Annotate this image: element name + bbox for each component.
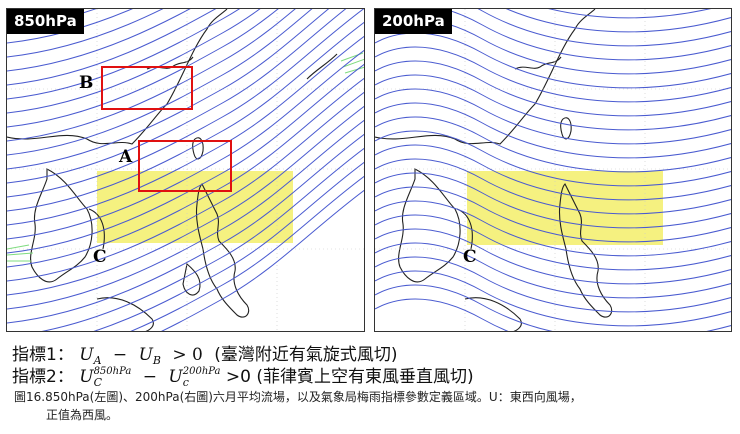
streamline: [375, 116, 731, 173]
streamline: [7, 49, 364, 240]
streamline: [7, 133, 364, 324]
region-c-shading: [97, 171, 293, 243]
supsub-200: 200hPa c: [182, 365, 221, 389]
streamline: [7, 9, 261, 114]
coastline: [7, 9, 338, 331]
grid: [375, 9, 731, 331]
panel-title-200: 200hPa: [375, 9, 452, 34]
sub-a: A: [93, 354, 102, 367]
streamline: [7, 9, 164, 58]
streamlines: [7, 9, 364, 331]
sub-c-850: C: [93, 375, 102, 389]
streamline: [375, 298, 509, 331]
label-box-a: A: [119, 147, 133, 167]
streamline: [7, 9, 347, 184]
sub-b: B: [152, 354, 161, 367]
index-2-prefix: 指標2：: [12, 367, 74, 387]
streamline: [130, 175, 364, 331]
u-a: U: [79, 345, 94, 365]
index-2-formula: 指標2： U 850hPa C − U 200hPa c >0 (菲律賓上空有東風垂直風…: [12, 362, 474, 388]
streamline: [375, 228, 731, 285]
streamline: [7, 105, 364, 296]
sup-850: 850hPa: [93, 365, 132, 377]
label-box-b: B: [79, 73, 94, 93]
streamline: [7, 91, 364, 282]
supsub-850: 850hPa C: [93, 365, 132, 389]
streamline: [7, 9, 330, 170]
streamline: [375, 9, 731, 61]
coastline: [375, 9, 613, 331]
sub-c-200: c: [182, 375, 189, 389]
streamline: [7, 9, 313, 156]
streamline: [375, 102, 731, 159]
figure-caption-line-1: 圖16.850hPa(左圖)、200hPa(右圖)六月平均流場，以及氣象局梅雨指…: [14, 390, 582, 404]
index-2-note: (菲律賓上空有東風垂直風切): [256, 367, 474, 387]
streamline: [375, 256, 731, 313]
map-850hpa: 850hPa B A C: [6, 8, 365, 332]
streamline: [477, 9, 731, 47]
streamline: [375, 200, 731, 257]
streamline: [7, 9, 217, 86]
u-b: U: [138, 345, 153, 365]
streamline: [375, 144, 731, 201]
streamline: [375, 74, 731, 131]
streamline: [375, 60, 731, 117]
streamline: [375, 88, 731, 145]
streamline: [7, 21, 364, 212]
panel-title-850: 850hPa: [7, 9, 84, 34]
streamline: [7, 9, 240, 100]
streamline: [375, 284, 731, 331]
comparison: >0: [225, 367, 251, 387]
streamline: [7, 9, 296, 142]
figure-caption-line-2: 正值為西風。: [46, 408, 119, 422]
streamline: [93, 161, 364, 331]
streamline: [41, 147, 364, 331]
streamline: [7, 35, 364, 226]
streamlines: [375, 9, 731, 331]
streamline: [161, 189, 364, 331]
index-1-note: (臺灣附近有氣旋式風切): [214, 345, 398, 365]
streamline: [7, 63, 364, 254]
streamline: [375, 242, 731, 299]
u-c-850: U: [79, 367, 94, 387]
streamline: [375, 270, 731, 327]
streamline: [548, 9, 711, 19]
map-200hpa-canvas: [375, 9, 731, 331]
grid: [7, 9, 364, 331]
label-region-c: C: [93, 247, 107, 267]
streamline: [7, 9, 191, 72]
streamline: [375, 214, 731, 271]
streamline: [7, 9, 279, 128]
streamline: [375, 46, 731, 103]
map-850hpa-canvas: [7, 9, 364, 331]
streamline: [375, 158, 731, 215]
streamline: [7, 9, 364, 198]
streamline: [7, 119, 364, 310]
map-200hpa: 200hPa C: [374, 8, 732, 332]
streamline: [506, 9, 731, 33]
box-b: [101, 66, 193, 110]
minus-sign: −: [142, 367, 157, 387]
minus-sign: −: [112, 345, 128, 365]
index-1-prefix: 指標1：: [12, 345, 74, 365]
streamline: [375, 32, 731, 89]
u-c-200: U: [168, 367, 183, 387]
label-region-c: C: [463, 247, 477, 267]
streamline: [375, 172, 731, 229]
sup-200: 200hPa: [182, 365, 221, 377]
streamline: [375, 130, 731, 187]
box-a: [138, 140, 232, 192]
comparison: > 0: [172, 345, 203, 365]
index-1-formula: 指標1： UA − UB > 0 (臺灣附近有氣旋式風切): [12, 340, 398, 367]
streamline: [375, 186, 731, 243]
streamline: [7, 77, 364, 268]
